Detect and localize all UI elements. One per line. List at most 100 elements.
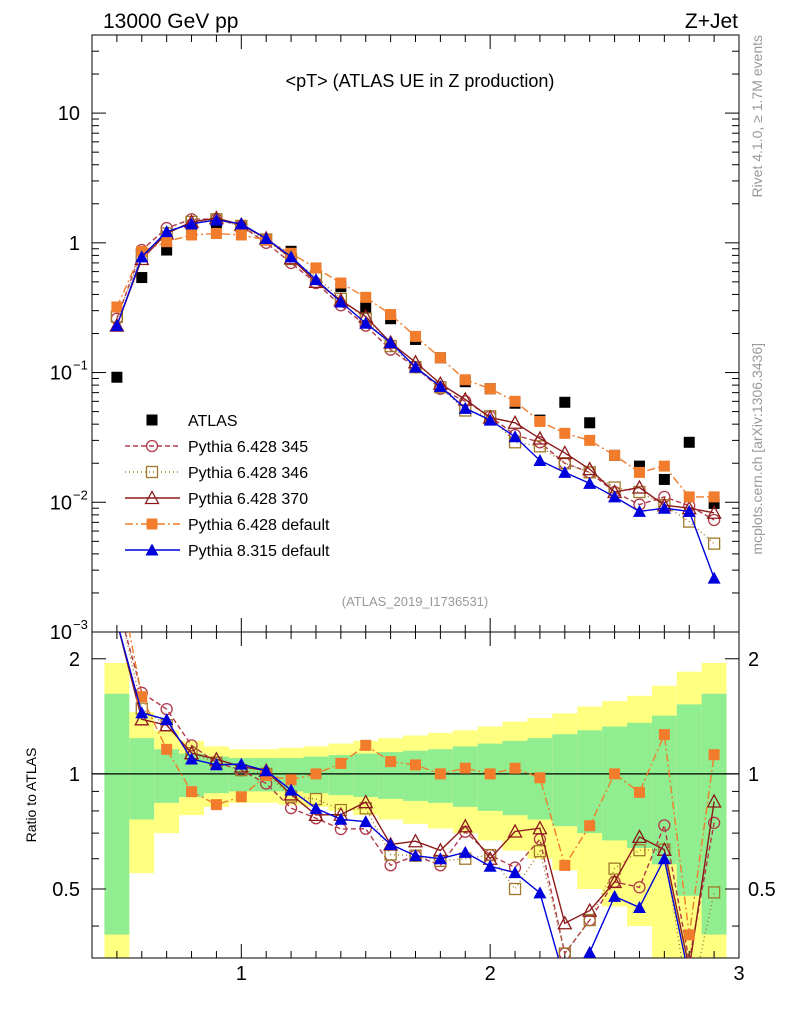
ratio-point-pythia-6-428-370 (606, 874, 623, 889)
ratio-point-pythia-6-428-346 (583, 913, 596, 927)
point-atlas (584, 417, 596, 429)
ratio-point-pythia-8-315-default (185, 752, 199, 765)
ratio-point-pythia-6-428-default (136, 691, 148, 703)
ratio-y-tick-label-right: 2 (748, 649, 759, 671)
ratio-point-pythia-6-428-370 (582, 902, 598, 917)
legend-label-pythia-6-428-370: Pythia 6.428 370 (188, 491, 308, 508)
x-tick-label: 3 (733, 963, 744, 985)
mcplots-credit: mcplots.cern.ch [arXiv:1306.3436] (749, 343, 765, 555)
point-pythia-6-428-default (609, 449, 621, 461)
point-pythia-6-428-default (658, 460, 670, 472)
y-tick-label: 10 (50, 363, 72, 385)
point-pythia-6-428-default (559, 427, 571, 439)
point-pythia-8-315-default (707, 571, 721, 584)
point-pythia-6-428-default (584, 434, 596, 446)
ratio-point-pythia-6-428-default (385, 756, 397, 768)
ratio-line-pythia-6-428-346 (124, 632, 715, 958)
ratio-point-pythia-8-315-default (508, 866, 522, 879)
ratio-point-pythia-6-428-345 (185, 739, 198, 752)
point-pythia-6-428-default (310, 262, 322, 274)
point-pythia-8-315-default (110, 319, 124, 332)
ratio-point-pythia-6-428-default (584, 820, 596, 832)
analysis-id: (ATLAS_2019_I1736531) (342, 594, 488, 609)
point-atlas (111, 371, 123, 383)
ratio-point-pythia-6-428-default (609, 768, 621, 780)
point-pythia-6-428-default (459, 374, 471, 386)
ratio-point-pythia-8-315-default (334, 812, 348, 825)
ratio-point-pythia-6-428-370 (557, 915, 573, 930)
ratio-point-pythia-6-428-default (310, 768, 322, 780)
ratio-point-pythia-6-428-default (708, 749, 720, 761)
point-atlas (708, 497, 720, 509)
header-right: Z+Jet (685, 10, 738, 33)
point-pythia-6-428-default (484, 383, 496, 395)
point-pythia-8-315-default (433, 380, 447, 393)
point-pythia-6-428-default (434, 352, 446, 364)
ratio-point-pythia-6-428-default (285, 774, 297, 786)
ratio-point-pythia-6-428-345 (707, 816, 721, 829)
point-pythia-8-315-default (284, 250, 298, 263)
point-pythia-6-428-default (360, 291, 372, 303)
legend-marker-pythia-8-315-default (145, 543, 159, 556)
y-tick-label: 10 (58, 103, 80, 125)
point-pythia-8-315-default (384, 336, 398, 349)
ratio-point-pythia-8-315-default (433, 852, 447, 865)
green-band-bin (154, 749, 180, 803)
point-atlas (658, 473, 670, 485)
y-tick-label: 10 (50, 492, 72, 514)
point-pythia-8-315-default (682, 504, 696, 517)
ratio-point-pythia-6-428-370 (134, 711, 150, 726)
ratio-point-pythia-6-428-370 (407, 833, 424, 848)
ratio-point-pythia-8-315-default (209, 758, 223, 771)
point-pythia-8-315-default (309, 273, 323, 286)
point-pythia-6-428-default (210, 228, 222, 240)
point-pythia-6-428-346 (707, 537, 721, 550)
y-tick-label: 10 (50, 622, 72, 644)
green-band-bin (129, 738, 155, 820)
point-pythia-8-315-default (160, 225, 174, 238)
ratio-point-pythia-8-315-default (483, 859, 497, 872)
point-atlas (360, 301, 372, 313)
point-pythia-6-428-default (235, 229, 247, 241)
chart-title: <pT> (ATLAS UE in Z production) (286, 71, 555, 91)
ratio-ylabel: Ratio to ATLAS (23, 748, 39, 843)
ratio-point-pythia-6-428-default (459, 762, 471, 774)
x-tick-label: 1 (236, 963, 247, 985)
green-band-bin (552, 734, 578, 827)
ratio-point-pythia-6-428-default (534, 772, 546, 784)
point-pythia-6-428-default (186, 229, 198, 241)
ratio-point-pythia-6-428-default (484, 768, 496, 780)
legend-marker-atlas (146, 414, 158, 426)
ratio-point-pythia-8-315-default (458, 845, 472, 858)
ratio-point-pythia-6-428-370 (308, 807, 324, 822)
point-pythia-6-428-370 (507, 414, 523, 429)
green-band-bin (452, 746, 478, 807)
point-pythia-8-315-default (409, 360, 422, 373)
legend-marker-pythia-6-428-370 (144, 490, 160, 505)
point-pythia-8-315-default (135, 250, 149, 263)
point-atlas (161, 244, 173, 256)
header-left: 13000 GeV pp (103, 10, 238, 33)
point-pythia-6-428-370 (532, 430, 548, 445)
main-series (109, 210, 722, 584)
point-pythia-6-428-default (335, 277, 347, 289)
point-atlas (136, 272, 148, 284)
ratio-point-pythia-8-315-default (657, 852, 671, 865)
ratio-point-pythia-8-315-default (160, 713, 174, 726)
y-tick-exponent: −2 (73, 487, 88, 502)
x-tick-label: 2 (485, 963, 496, 985)
ratio-point-pythia-8-315-default (284, 783, 298, 796)
green-band-bin (651, 715, 677, 865)
y-tick-exponent: −3 (73, 617, 88, 632)
legend-label-pythia-6-428-346: Pythia 6.428 346 (188, 465, 308, 482)
point-pythia-8-315-default (583, 476, 597, 489)
point-pythia-6-428-345 (707, 513, 721, 527)
y-tick-exponent: −1 (73, 358, 88, 373)
ratio-point-pythia-6-428-default (210, 799, 222, 811)
ratio-point-pythia-6-428-370 (457, 818, 473, 833)
point-pythia-6-428-370 (706, 504, 722, 519)
point-pythia-6-428-370 (631, 479, 648, 494)
point-pythia-6-428-default (534, 415, 546, 427)
point-pythia-8-315-default (558, 465, 572, 478)
ratio-y-tick-label: 0.5 (52, 879, 80, 901)
